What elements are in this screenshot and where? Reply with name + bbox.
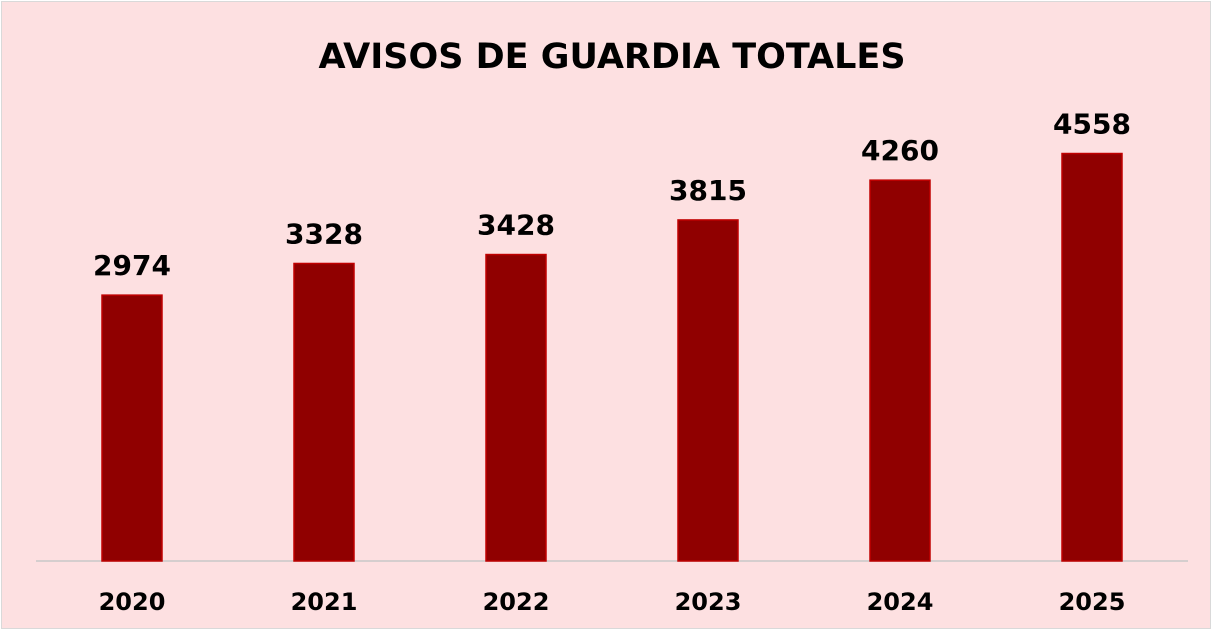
data-label: 4558 [1053,108,1131,141]
x-tick-label: 2024 [867,588,934,616]
bar [101,294,163,562]
data-label: 2974 [93,249,171,282]
x-tick-label: 2025 [1059,588,1126,616]
data-label: 3815 [669,174,747,207]
bar [485,253,547,562]
bar [293,262,355,562]
data-label: 4260 [861,134,939,167]
bar [869,179,931,562]
data-label: 3328 [285,217,363,250]
bar [1061,152,1123,562]
chart-title: AVISOS DE GUARDIA TOTALES [318,37,905,77]
x-tick-label: 2021 [291,588,358,616]
bar [677,219,739,562]
x-tick-label: 2022 [483,588,550,616]
data-label: 3428 [477,209,555,242]
x-tick-label: 2023 [675,588,742,616]
x-tick-label: 2020 [99,588,166,616]
